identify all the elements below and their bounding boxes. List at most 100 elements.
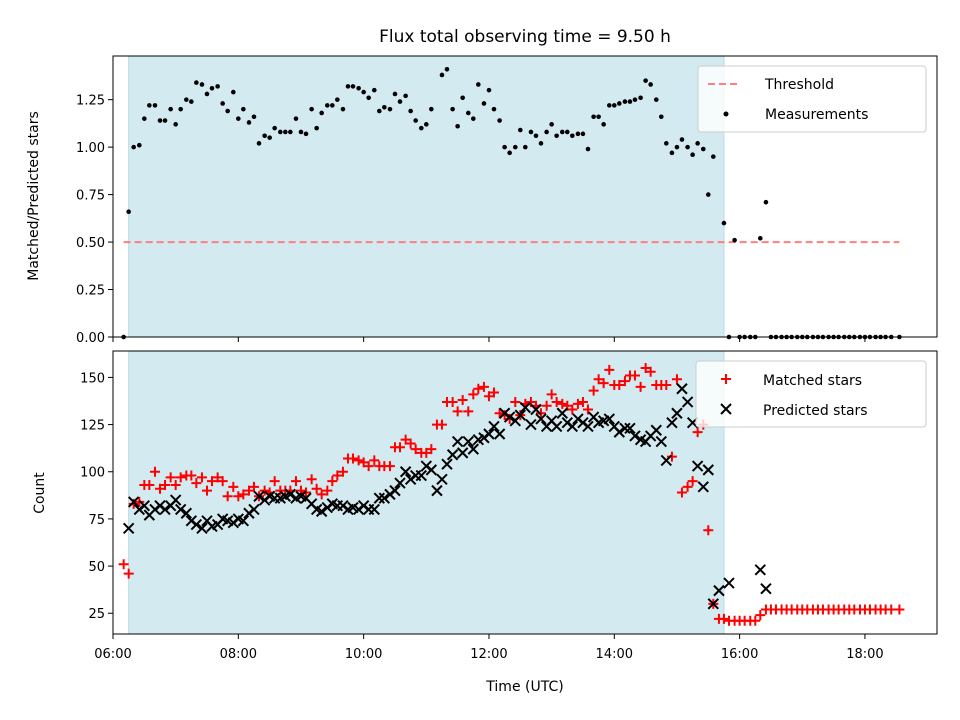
measurement-point: [491, 106, 497, 112]
matched-star-point: [400, 434, 411, 445]
predicted-star-point: [180, 507, 193, 519]
matched-star-point: [144, 479, 155, 490]
matched-star-point: [269, 476, 280, 487]
matched-star-point: [557, 398, 568, 409]
measurement-point: [377, 108, 382, 114]
measurement-point: [199, 82, 205, 87]
measurement-point: [408, 108, 413, 114]
matched-star-point: [369, 455, 380, 466]
x-tick-label: 18:00: [846, 647, 883, 662]
matched-star-point: [217, 476, 228, 487]
predicted-star-point: [122, 522, 135, 535]
matched-star-point: [682, 481, 693, 492]
predicted-star-point: [629, 430, 641, 442]
matched-star-point: [671, 374, 682, 385]
predicted-star-point: [530, 403, 542, 416]
measurement-point: [356, 85, 361, 91]
measurement-point: [497, 118, 502, 123]
measurement-point: [168, 106, 173, 112]
measurement-point: [267, 135, 272, 140]
predicted-star-point: [127, 496, 140, 508]
matched-star-point: [645, 366, 656, 377]
measurement-point: [157, 118, 163, 123]
matched-star-point: [703, 525, 714, 536]
measurement-point: [288, 129, 293, 135]
matched-star-point: [290, 476, 301, 487]
predicted-star-point: [624, 422, 636, 435]
measurement-point: [444, 66, 450, 72]
predicted-star-point: [488, 420, 500, 433]
measurement-point: [476, 82, 481, 87]
matched-star-point: [635, 381, 646, 392]
predicted-star-point: [525, 418, 537, 431]
matched-star-point: [447, 396, 458, 407]
predicted-star-point: [436, 473, 448, 486]
y-tick-label: 1.25: [76, 94, 105, 109]
predicted-star-point: [378, 492, 391, 504]
matched-star-point: [421, 447, 432, 458]
matched-star-point: [316, 489, 327, 500]
predicted-star-point: [655, 435, 667, 448]
matched-star-point: [676, 487, 687, 498]
measurement-point: [518, 127, 523, 133]
measurement-point: [162, 118, 168, 123]
measurement-point: [371, 87, 377, 93]
measurement-point: [695, 141, 700, 146]
measurement-point: [152, 103, 158, 108]
measurement-point: [225, 108, 230, 114]
measurement-point: [319, 110, 324, 116]
matched-star-point: [593, 374, 604, 385]
bottom-y-axis-label: Count: [32, 472, 48, 514]
measurement-point: [189, 99, 194, 104]
measurement-point: [596, 114, 601, 120]
matched-star-point: [306, 474, 317, 485]
bottom-panel: 25 50 75 100 125 150 06:00 08:00 10:00 12:00 14:0…: [32, 350, 938, 695]
measurement-point: [340, 106, 346, 112]
measurement-point: [622, 99, 628, 104]
measurement-point: [632, 97, 638, 102]
measurement-point: [538, 141, 544, 146]
predicted-star-point: [660, 454, 673, 467]
matched-star-point: [186, 470, 197, 481]
predicted-star-point: [519, 401, 532, 414]
measurement-point: [251, 114, 257, 120]
measurement-point: [674, 144, 680, 150]
predicted-star-point: [159, 503, 171, 516]
measurement-point: [732, 237, 737, 243]
matched-star-point: [452, 406, 463, 417]
measurement-point: [638, 95, 643, 101]
y-tick-label: 125: [80, 419, 105, 434]
predicted-star-point: [399, 466, 412, 478]
y-tick-label: 75: [88, 513, 105, 528]
predicted-star-point: [456, 447, 469, 459]
matched-star-point: [212, 472, 223, 483]
predicted-star-point: [691, 460, 704, 472]
measurement-point: [366, 95, 371, 101]
measurement-point: [392, 91, 398, 97]
matched-star-point: [353, 455, 364, 466]
measurement-point: [298, 129, 304, 135]
measurement-point: [512, 144, 518, 150]
predicted-star-point: [284, 488, 297, 501]
matched-star-point: [358, 457, 369, 468]
matched-star-point: [165, 472, 176, 483]
matched-star-point: [718, 613, 729, 624]
x-tick-label: 10:00: [345, 647, 382, 662]
measurement-point: [606, 103, 612, 108]
predicted-star-point: [415, 469, 428, 482]
predicted-star-point: [196, 522, 208, 535]
chart-title: Flux total observing time = 9.50 h: [379, 27, 671, 47]
x-tick-label: 16:00: [721, 647, 758, 662]
measurement-point: [544, 129, 549, 135]
matched-star-point: [666, 451, 677, 462]
measurement-point: [382, 104, 387, 110]
legend-predicted-label: Predicted stars: [763, 403, 868, 419]
measurement-point: [653, 97, 659, 102]
bottom-axes-frame: [112, 350, 938, 635]
x-tick-label: 06:00: [94, 647, 131, 662]
matched-star-point: [238, 489, 249, 500]
measurement-point: [763, 199, 769, 205]
measurement-point: [679, 137, 685, 142]
bottom-legend: Matched stars Predicted stars: [695, 360, 927, 428]
legend-matched-marker-shape: [721, 374, 731, 384]
